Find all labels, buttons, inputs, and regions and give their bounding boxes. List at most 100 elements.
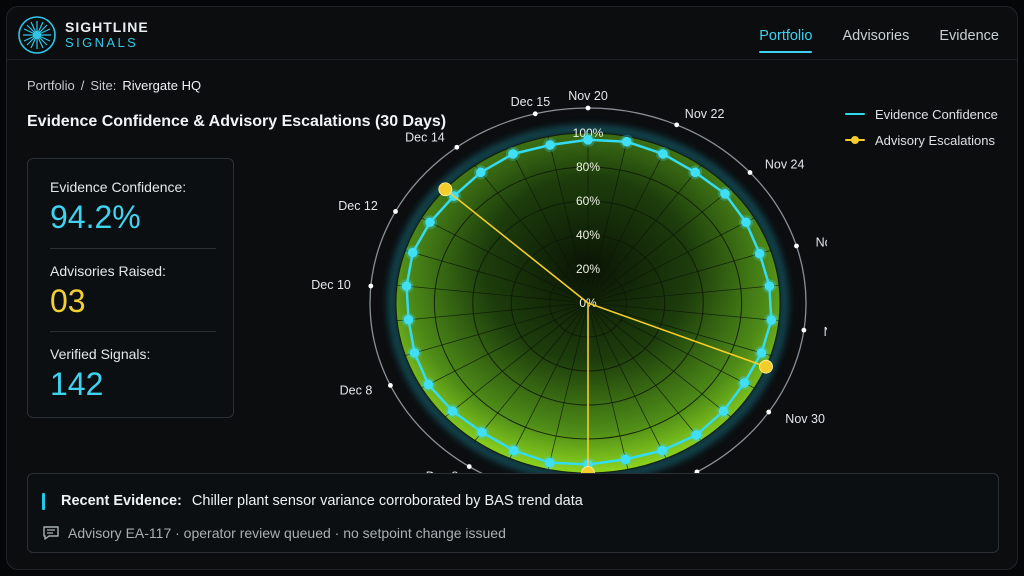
angular-label: Nov 30 [785, 412, 825, 426]
escalation-spoke [587, 302, 767, 368]
radial-tick-label: 20% [576, 262, 600, 276]
grid-spoke [547, 136, 589, 304]
advisory-status-line[interactable]: Advisory EA-117 · operator review queued… [42, 525, 506, 541]
main-nav: Portfolio Advisories Evidence [729, 7, 999, 60]
brand-name: SIGHTLINE [65, 19, 149, 35]
confidence-point [403, 314, 414, 325]
confidence-point [447, 406, 458, 416]
evidence-accent-bar [42, 493, 45, 510]
starburst-logo-icon [18, 16, 56, 54]
confidence-point [407, 247, 418, 258]
message-icon [43, 526, 59, 540]
app-window: SIGHTLINE SIGNALS Portfolio Advisories E… [6, 6, 1018, 570]
recent-evidence-line[interactable]: Recent Evidence: Chiller plant sensor va… [61, 493, 583, 509]
evidence-text: Chiller plant sensor variance corroborat… [191, 493, 583, 509]
grid-spoke [547, 302, 589, 470]
angular-tick-dot [532, 111, 538, 117]
legend-item-confidence[interactable]: Evidence Confidence [845, 101, 998, 127]
stat-label: Verified Signals: [50, 346, 151, 362]
confidence-point [583, 135, 593, 145]
tab-advisories[interactable]: Advisories [842, 28, 910, 44]
grid-spoke [587, 147, 667, 304]
divider [50, 248, 216, 249]
confidence-point [754, 248, 765, 259]
stat-label: Advisories Raised: [50, 263, 166, 279]
angular-tick-dot [674, 122, 680, 128]
confidence-point [691, 430, 702, 440]
grid-spoke [397, 284, 589, 304]
advisory-text: Advisory EA-117 · operator review queued… [68, 525, 506, 541]
breadcrumb-separator: / [80, 78, 85, 93]
stat-value: 03 [50, 283, 86, 319]
grid-spoke [509, 147, 589, 304]
stat-advisories-raised: Advisories Raised: 03 [50, 263, 216, 320]
confidence-point [621, 136, 632, 147]
grid-spoke [474, 302, 589, 441]
grid-spoke [587, 302, 731, 418]
confidence-point [741, 217, 751, 228]
confidence-glow [388, 125, 788, 475]
confidence-point [739, 378, 750, 388]
divider [50, 331, 216, 332]
grid-spoke [587, 165, 702, 304]
confidence-point [509, 445, 519, 456]
grid-spoke [587, 302, 779, 322]
grid-spoke [587, 250, 771, 304]
grid-spoke [445, 302, 589, 418]
stat-evidence-confidence: Evidence Confidence: 94.2% [50, 179, 216, 236]
legend-label: Advisory Escalations [875, 132, 995, 148]
confidence-point [477, 427, 487, 438]
angular-label: Dec 15 [511, 95, 551, 109]
confidence-point [544, 457, 555, 468]
angular-tick-dot [794, 243, 799, 249]
stat-value: 94.2% [50, 199, 141, 235]
angular-label: Dec 14 [405, 131, 445, 145]
confidence-point [718, 406, 729, 416]
grid-spoke [421, 302, 589, 389]
angular-tick-dot [388, 383, 393, 388]
confidence-point [658, 149, 668, 159]
confidence-point [657, 445, 667, 456]
confidence-point [545, 140, 555, 150]
breadcrumb-site-prefix: Site: [90, 78, 117, 93]
angular-tick-dot [466, 464, 472, 469]
radial-tick-label: 40% [576, 228, 600, 242]
angular-label: Dec 10 [311, 278, 351, 292]
angular-tick-dot [393, 209, 398, 214]
brand[interactable]: SIGHTLINE SIGNALS [17, 15, 149, 55]
confidence-point [690, 167, 701, 178]
legend-label: Evidence Confidence [875, 106, 998, 122]
angular-tick-dot [801, 327, 807, 333]
radial-tick-label: 80% [576, 160, 600, 174]
confidence-point [409, 348, 420, 358]
angular-tick-dot [747, 170, 753, 175]
stat-label: Evidence Confidence: [50, 179, 187, 195]
angular-label: Dec 12 [338, 199, 378, 213]
grid-spoke [397, 302, 589, 322]
brand-subname: SIGNALS [65, 35, 139, 50]
evidence-label: Recent Evidence: [61, 493, 182, 509]
legend-swatch [845, 108, 865, 120]
grid-spoke [587, 302, 755, 389]
grid-spoke [405, 302, 589, 356]
stat-verified-signals: Verified Signals: 142 [50, 346, 216, 403]
confidence-point [720, 188, 730, 199]
confidence-point [401, 281, 412, 291]
confidence-point [475, 167, 486, 178]
angular-tick-dot [585, 105, 591, 111]
confidence-point [764, 281, 775, 291]
breadcrumb: Portfolio / Site: Rivergate HQ [27, 78, 207, 93]
tab-portfolio[interactable]: Portfolio [759, 7, 813, 60]
recent-evidence-panel: Recent Evidence: Chiller plant sensor va… [27, 473, 999, 553]
confidence-point [620, 454, 631, 465]
breadcrumb-portfolio[interactable]: Portfolio [27, 78, 75, 93]
confidence-point [508, 149, 518, 159]
legend-item-escalations[interactable]: Advisory Escalations [845, 127, 998, 153]
grid-spoke [587, 136, 629, 304]
legend-swatch [845, 134, 865, 146]
tab-evidence[interactable]: Evidence [939, 28, 999, 44]
stat-value: 142 [50, 366, 104, 402]
radial-tick-label: 60% [576, 194, 600, 208]
escalation-point [759, 359, 773, 374]
